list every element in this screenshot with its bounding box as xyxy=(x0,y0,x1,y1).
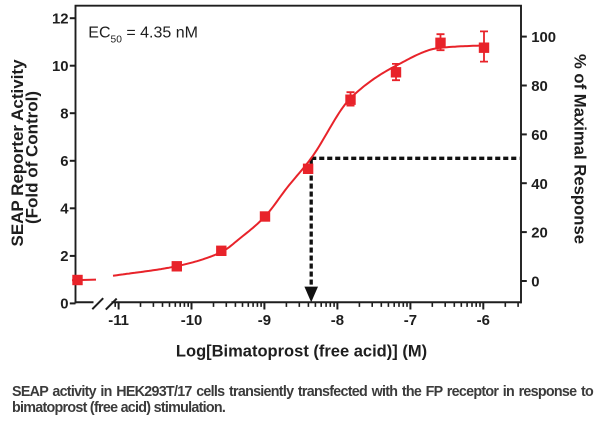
svg-text:-9: -9 xyxy=(258,313,271,329)
svg-text:12: 12 xyxy=(52,11,69,27)
svg-text:% of Maximal Response: % of Maximal Response xyxy=(571,54,590,244)
svg-text:40: 40 xyxy=(531,177,548,193)
svg-text:Log[Bimatoprost (free acid)] (: Log[Bimatoprost (free acid)] (M) xyxy=(176,343,427,361)
svg-text:-10: -10 xyxy=(181,313,203,329)
svg-text:6: 6 xyxy=(60,154,68,170)
svg-text:(Fold of Control): (Fold of Control) xyxy=(22,91,41,224)
svg-text:80: 80 xyxy=(531,79,548,95)
svg-text:4: 4 xyxy=(60,201,69,217)
svg-text:2: 2 xyxy=(60,249,68,265)
svg-text:8: 8 xyxy=(60,106,68,122)
svg-text:100: 100 xyxy=(531,30,556,46)
svg-text:20: 20 xyxy=(531,226,548,242)
svg-text:-11: -11 xyxy=(108,313,129,329)
svg-text:SEAP Reporter Activity: SEAP Reporter Activity xyxy=(8,59,27,247)
svg-text:60: 60 xyxy=(531,128,548,144)
svg-text:-8: -8 xyxy=(331,313,344,329)
svg-text:10: 10 xyxy=(52,59,69,75)
svg-text:-6: -6 xyxy=(477,313,490,329)
svg-text:0: 0 xyxy=(60,297,68,313)
svg-text:0: 0 xyxy=(531,275,539,291)
svg-text:-7: -7 xyxy=(404,313,417,329)
